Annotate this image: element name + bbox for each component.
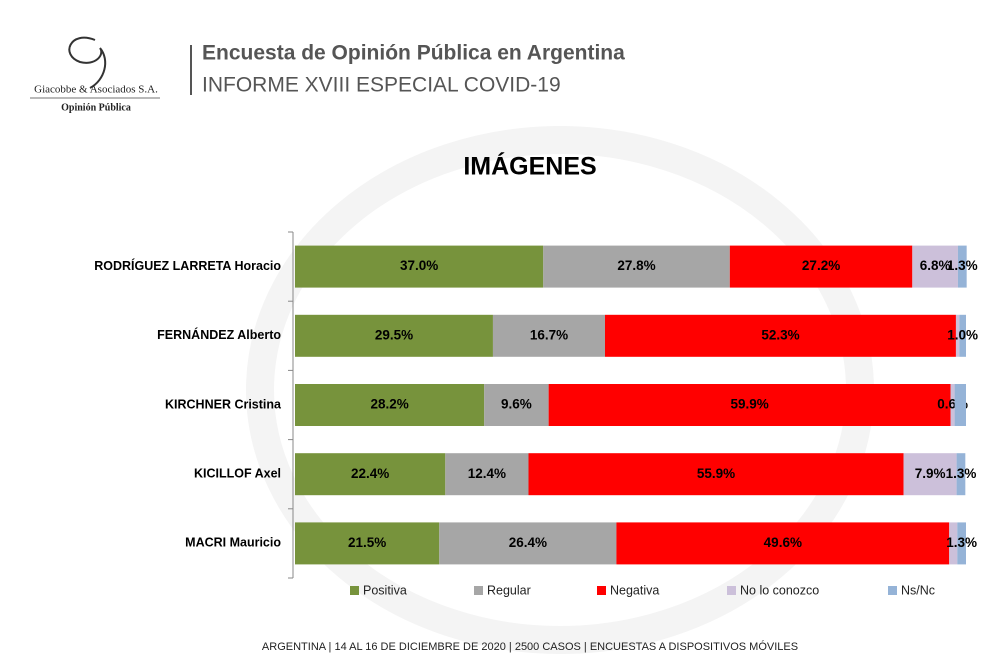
category-label: KIRCHNER Cristina	[165, 397, 282, 411]
bar-segment	[949, 522, 958, 565]
bar-segment	[445, 453, 529, 496]
bar-segment	[543, 245, 730, 288]
value-label: 7.9%	[915, 466, 946, 481]
bar-segment	[950, 384, 955, 426]
category-label: FERNÁNDEZ Alberto	[157, 327, 281, 342]
value-label: 16.7%	[530, 327, 568, 342]
bar-segment	[956, 453, 966, 496]
company: Giacobbe & Asociados S.A.	[34, 84, 158, 96]
value-label: 49.6%	[764, 535, 802, 550]
legend-label: Regular	[487, 583, 531, 597]
bar-segment	[295, 453, 446, 496]
bar-segment	[959, 314, 966, 357]
category-label: RODRÍGUEZ LARRETA Horacio	[94, 258, 281, 273]
bar-segment	[528, 453, 904, 496]
bar-segment	[912, 245, 958, 288]
value-label: 26.4%	[509, 535, 547, 550]
bar-segment	[954, 384, 966, 426]
legend-swatch	[474, 586, 483, 595]
bar-segment	[439, 522, 617, 565]
bar-segment	[729, 245, 913, 288]
legend-label: Positiva	[363, 583, 407, 597]
value-label: 28.2%	[370, 397, 408, 412]
bar-segment	[548, 384, 951, 426]
value-label: 22.4%	[351, 466, 389, 481]
category-label: KICILLOF Axel	[194, 466, 281, 480]
legend-label: Negativa	[610, 583, 659, 597]
company-sub: Opinión Pública	[61, 102, 131, 113]
bar-segment	[295, 522, 440, 565]
chart-title: IMÁGENES	[463, 152, 596, 181]
value-label: 1.3%	[947, 258, 978, 273]
legend-swatch	[350, 586, 359, 595]
bar-segment	[295, 384, 485, 426]
subtitle: INFORME XVIII ESPECIAL COVID-19	[202, 74, 561, 97]
value-label: 55.9%	[697, 466, 735, 481]
value-label: 52.3%	[761, 327, 799, 342]
bar-segment	[957, 522, 966, 565]
value-label: 1.3%	[946, 466, 977, 481]
legend-swatch	[597, 586, 606, 595]
value-label: 12.4%	[468, 466, 506, 481]
legend-label: No lo conozco	[740, 583, 819, 597]
value-label: 29.5%	[375, 327, 413, 342]
value-label: 9.6%	[501, 397, 532, 412]
bar-segment	[903, 453, 957, 496]
bar-segment	[957, 245, 967, 288]
value-label: 27.8%	[617, 258, 655, 273]
value-label: 37.0%	[400, 258, 438, 273]
value-label: 21.5%	[348, 535, 386, 550]
title: Encuesta de Opinión Pública en Argentina	[202, 42, 625, 65]
value-label: 27.2%	[802, 258, 840, 273]
bar-segment	[492, 314, 606, 357]
bar-segment	[955, 314, 960, 357]
value-label: 59.9%	[730, 397, 768, 412]
logo	[68, 36, 107, 89]
legend-label: Ns/Nc	[901, 583, 935, 597]
bar-segment	[605, 314, 956, 357]
legend-swatch	[888, 586, 897, 595]
bar-segment	[484, 384, 549, 426]
bar-segment	[295, 314, 493, 357]
value-label: 1.3%	[946, 535, 977, 550]
value-label: 1.0%	[947, 327, 978, 342]
bar-segment	[295, 245, 544, 288]
legend-swatch	[727, 586, 736, 595]
category-label: MACRI Mauricio	[185, 536, 281, 550]
bar-segment	[616, 522, 950, 565]
value-label: 6.8%	[920, 258, 951, 273]
footer: ARGENTINA | 14 AL 16 DE DICIEMBRE DE 202…	[262, 640, 798, 653]
